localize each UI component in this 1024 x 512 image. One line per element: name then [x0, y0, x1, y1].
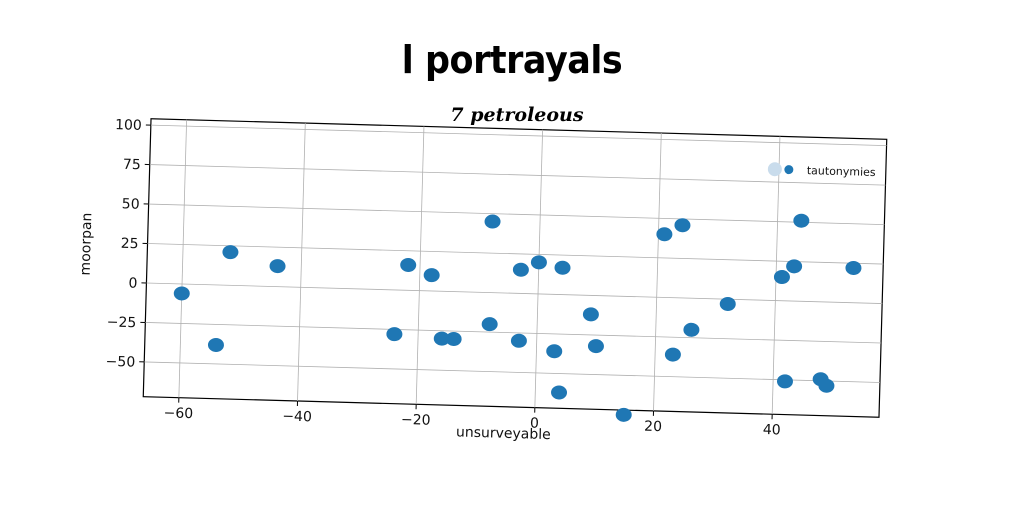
y-tick-label: −50	[105, 354, 135, 371]
data-point	[587, 339, 604, 354]
grid-line-y	[147, 243, 884, 265]
x-tick-label: 40	[763, 422, 781, 438]
x-tick-label: 0	[530, 415, 539, 431]
y-tick-label: 100	[115, 117, 142, 134]
data-point	[445, 331, 462, 346]
data-point	[615, 407, 632, 422]
data-point	[510, 333, 527, 348]
data-point	[818, 378, 835, 393]
data-point	[656, 227, 673, 242]
legend: tautonymies	[767, 162, 876, 179]
data-point	[776, 374, 793, 389]
x-tick-label: 20	[644, 419, 662, 435]
y-axis-ticks: −50 −25 0 25 50 75 100	[105, 117, 151, 371]
data-point	[719, 296, 736, 311]
grid-line-y	[145, 322, 882, 344]
data-point	[683, 322, 700, 337]
data-point	[674, 218, 691, 233]
grid-line-y	[146, 282, 883, 304]
grid-line-y	[144, 361, 880, 383]
data-point	[207, 337, 224, 352]
data-point	[481, 317, 498, 332]
data-point	[546, 344, 563, 359]
x-tick-label: −60	[163, 405, 193, 422]
data-point	[773, 270, 790, 285]
legend-marker-faded	[767, 162, 782, 177]
grid-line-y	[149, 164, 886, 186]
y-tick-label: −25	[107, 314, 137, 331]
data-point	[554, 260, 571, 275]
y-tick-label: 25	[120, 236, 138, 252]
data-point	[664, 347, 681, 362]
data-point	[793, 213, 810, 228]
data-point	[222, 245, 239, 260]
data-points	[173, 213, 862, 422]
chart-title: l portrayals	[401, 38, 623, 82]
data-point	[551, 385, 568, 400]
grid-line-x	[653, 133, 662, 411]
legend-label: tautonymies	[807, 164, 876, 179]
data-point	[173, 286, 190, 301]
y-tick-label: 50	[122, 196, 140, 212]
grid-line-y	[150, 124, 887, 147]
y-tick-label: 75	[123, 157, 141, 173]
data-point	[512, 262, 529, 277]
y-tick-label: 0	[128, 275, 137, 291]
data-point	[400, 258, 417, 273]
x-axis-ticks: −60 −40 −20 0 20 40	[163, 397, 781, 438]
grid-line-x	[178, 119, 188, 398]
data-point	[530, 255, 547, 270]
data-point	[845, 260, 862, 275]
grid-line-x	[415, 126, 425, 405]
data-point	[786, 259, 803, 274]
x-tick-label: −20	[401, 412, 431, 429]
data-point	[269, 259, 286, 274]
data-point	[423, 268, 440, 283]
data-point	[386, 327, 403, 342]
legend-marker	[784, 165, 794, 175]
data-point	[433, 331, 450, 346]
x-tick-label: −40	[282, 409, 312, 426]
grid-line-x	[297, 123, 306, 401]
data-point	[484, 214, 501, 229]
x-axis-label: unsurveyable	[456, 424, 551, 443]
data-point	[582, 307, 599, 322]
chart-subtitle: 7 petroleous	[450, 104, 584, 126]
y-axis-label: moorpan	[78, 212, 96, 275]
grid-line-y	[148, 203, 885, 225]
